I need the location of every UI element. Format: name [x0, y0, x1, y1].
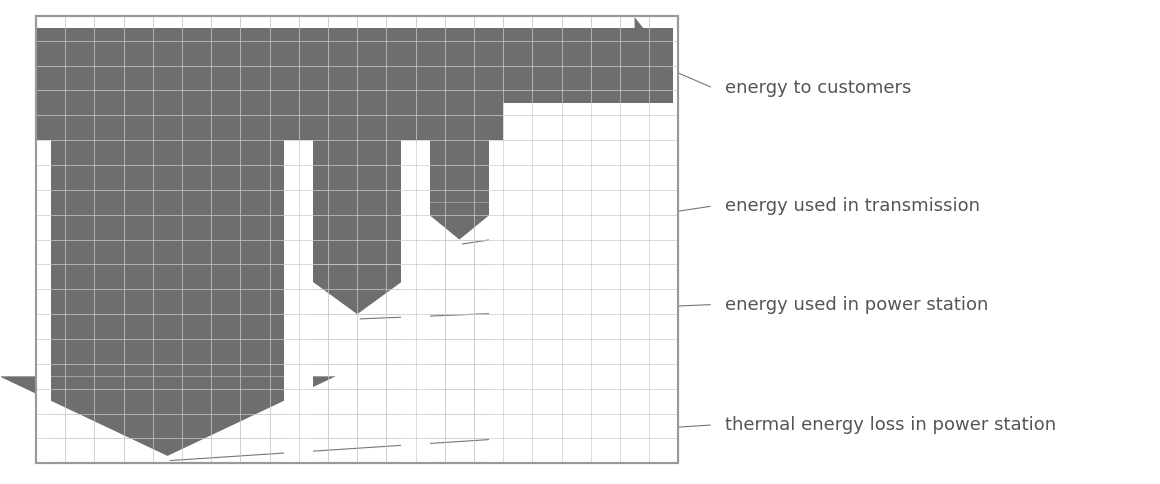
Bar: [673, 28, 679, 140]
Polygon shape: [414, 202, 505, 240]
Bar: [503, 28, 635, 103]
Polygon shape: [635, 17, 673, 114]
Bar: [36, 140, 51, 463]
Bar: [284, 140, 313, 463]
Bar: [51, 140, 284, 377]
Polygon shape: [0, 377, 335, 456]
Polygon shape: [289, 264, 426, 314]
Text: energy used in transmission: energy used in transmission: [725, 197, 980, 215]
Bar: [430, 140, 488, 202]
Bar: [36, 28, 679, 140]
Bar: [36, 16, 679, 463]
Text: thermal energy loss in power station: thermal energy loss in power station: [725, 416, 1056, 434]
Text: energy to customers: energy to customers: [725, 79, 911, 97]
Bar: [401, 140, 430, 463]
Bar: [488, 140, 679, 463]
Bar: [313, 140, 401, 264]
Text: energy used in power station: energy used in power station: [725, 296, 988, 314]
Bar: [503, 103, 673, 140]
Bar: [36, 16, 679, 463]
